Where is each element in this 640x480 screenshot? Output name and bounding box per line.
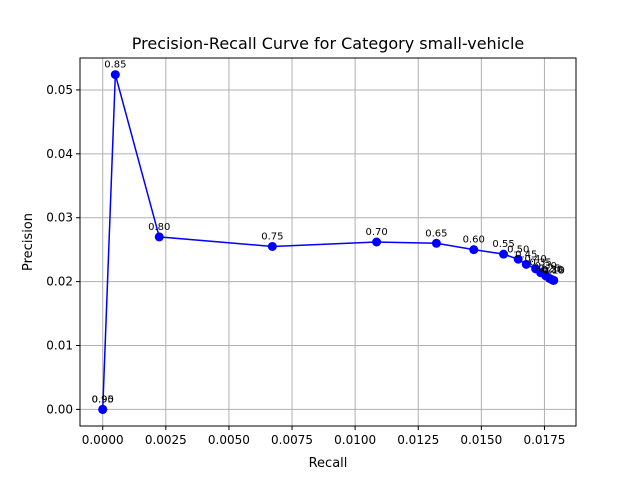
x-tick-label: 0.0100 — [334, 433, 376, 447]
data-point — [513, 254, 523, 264]
data-point — [154, 232, 164, 242]
plot-frame — [79, 57, 577, 427]
x-tick-label: 0.0050 — [208, 433, 250, 447]
data-point-label: 0.70 — [365, 227, 387, 238]
grid-lines — [80, 58, 576, 426]
data-point-label: 0.15 — [542, 265, 564, 276]
x-tick-label: 0.0075 — [271, 433, 313, 447]
x-axis-label: Recall — [309, 456, 348, 471]
data-point-label: 0.35 — [530, 258, 552, 269]
x-tick-label: 0.0175 — [523, 433, 565, 447]
data-point — [521, 259, 531, 269]
data-point-label: 0.60 — [463, 235, 485, 246]
data-point — [98, 404, 108, 414]
chart-title: Precision-Recall Curve for Category smal… — [132, 34, 524, 53]
data-point-label: 0.65 — [425, 228, 447, 239]
data-point-label: 0.55 — [492, 239, 514, 250]
data-point — [372, 237, 382, 247]
data-point — [469, 245, 479, 255]
data-point-label: 0.20 — [541, 265, 563, 276]
data-point — [431, 238, 441, 248]
x-tick-label: 0.0000 — [82, 433, 124, 447]
axis-ticks: 0.0000 0.0025 0.0050 0.0075 0.0100 0.0125 0.01… — [46, 83, 565, 447]
data-point-label: 0.50 — [507, 244, 529, 255]
data-point — [499, 249, 509, 259]
data-point — [267, 241, 277, 251]
data-point-label: 0.40 — [524, 254, 546, 265]
x-tick-label: 0.0150 — [460, 433, 502, 447]
data-point-label: 0.25 — [538, 263, 560, 274]
data-point-label: 0.45 — [515, 249, 537, 260]
data-point-label: 0.30 — [535, 261, 557, 272]
y-tick-label: 0.04 — [46, 147, 73, 161]
x-tick-label: 0.0125 — [397, 433, 439, 447]
data-point — [110, 70, 120, 80]
y-tick-label: 0.00 — [46, 402, 73, 416]
data-point-label: 0.90 — [92, 394, 114, 405]
y-axis-label: Precision — [21, 213, 36, 271]
point-labels: 0.950.90 0.85 0.80 0.75 0.70 0.65 0.60 0.550.50… — [92, 60, 565, 406]
data-point — [549, 275, 559, 285]
data-point-label: 0.75 — [261, 231, 283, 242]
data-point-label: 0.80 — [148, 222, 170, 233]
y-tick-label: 0.03 — [46, 211, 73, 225]
series-line — [101, 74, 554, 410]
data-point-label: 0.85 — [104, 60, 126, 71]
series-markers — [98, 70, 559, 414]
y-tick-label: 0.05 — [46, 83, 73, 97]
data-point-label: 0.95 — [92, 394, 114, 405]
y-tick-label: 0.01 — [46, 339, 73, 353]
data-point-label: 0.10 — [543, 265, 565, 276]
x-tick-label: 0.0025 — [145, 433, 187, 447]
y-tick-label: 0.02 — [46, 275, 73, 289]
